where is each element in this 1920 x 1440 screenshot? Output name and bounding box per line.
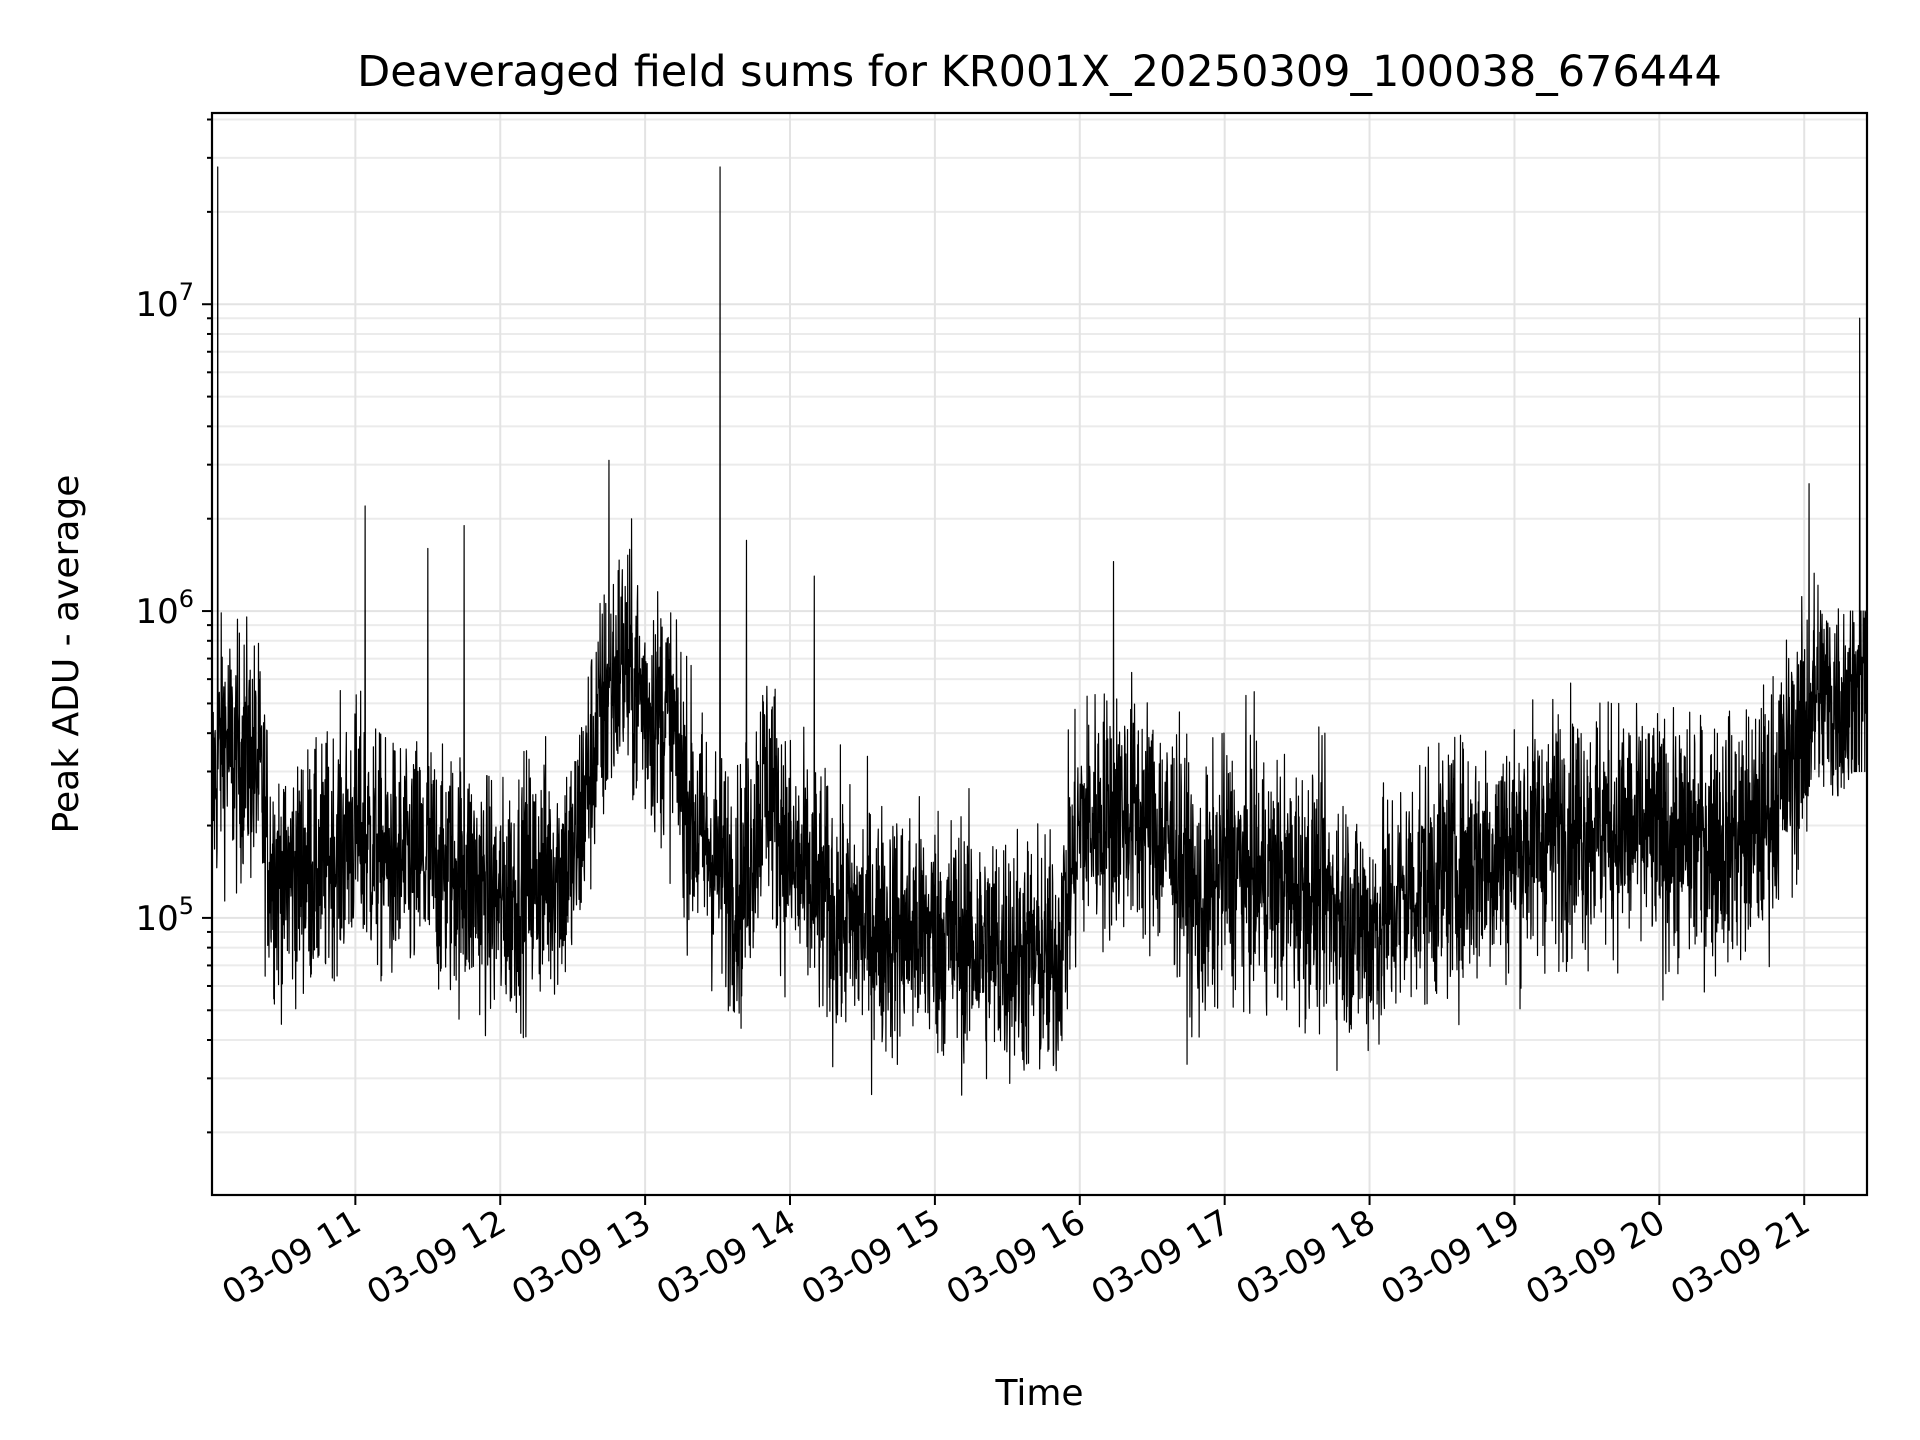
- chart-title: Deaveraged field sums for KR001X_2025030…: [357, 47, 1722, 97]
- y-tick-label: 105: [135, 892, 194, 939]
- series-line: [212, 166, 1867, 1096]
- y-tick-label: 107: [135, 278, 194, 325]
- plot-frame: [210, 111, 1869, 1197]
- y-axis-label: Peak ADU - average: [46, 475, 87, 834]
- plot-area: [212, 166, 1867, 1096]
- y-tick-label: 106: [135, 585, 194, 632]
- x-axis-label: Time: [994, 1373, 1083, 1414]
